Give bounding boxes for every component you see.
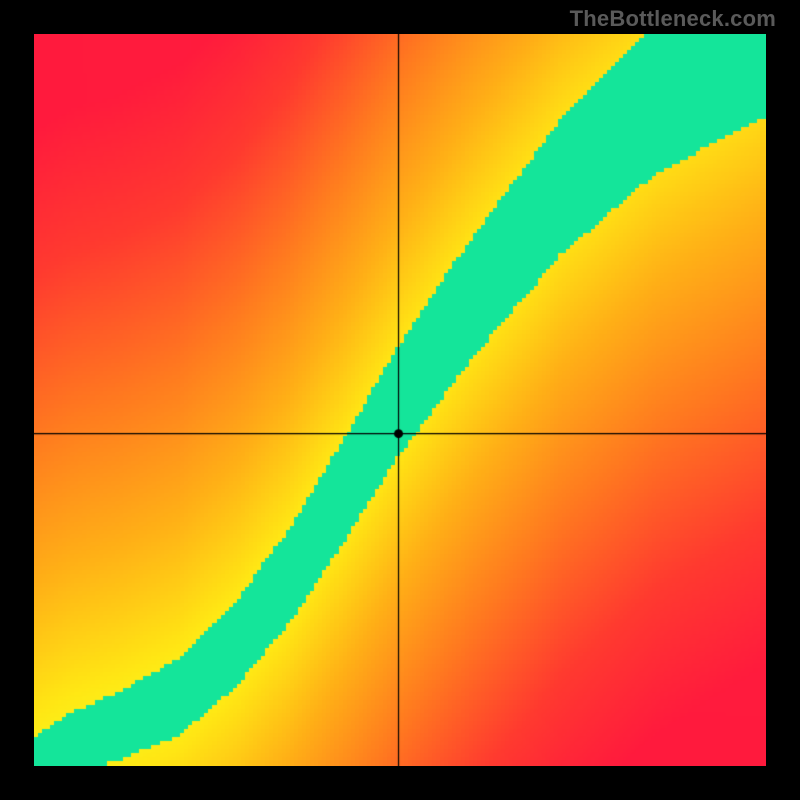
watermark-text: TheBottleneck.com <box>570 6 776 32</box>
heatmap-canvas <box>34 34 766 766</box>
bottleneck-heatmap <box>34 34 766 766</box>
